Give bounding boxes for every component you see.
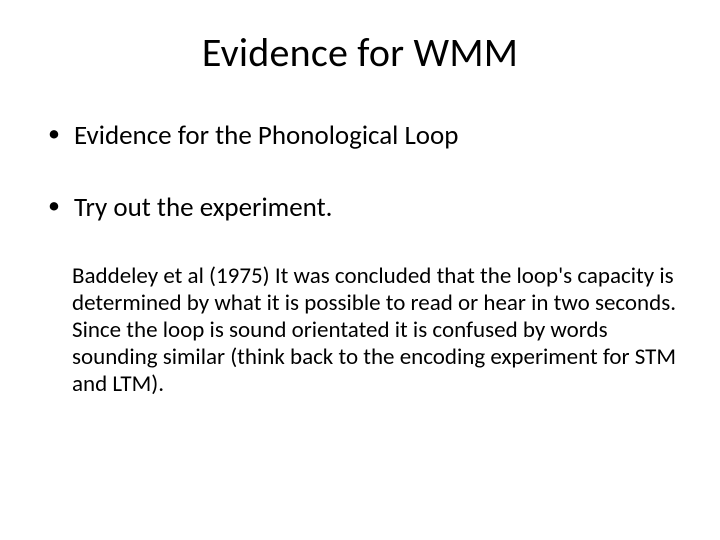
body-text: Baddeley et al (1975) It was concluded t… bbox=[72, 263, 678, 399]
bullet-text: Evidence for the Phonological Loop bbox=[74, 119, 458, 152]
bullet-list: Evidence for the Phonological Loop Try o… bbox=[48, 119, 678, 225]
bullet-item: Try out the experiment. bbox=[48, 191, 678, 225]
bullet-text: Try out the experiment. bbox=[74, 191, 332, 224]
bullet-item: Evidence for the Phonological Loop bbox=[48, 119, 678, 153]
slide: Evidence for WMM Evidence for the Phonol… bbox=[0, 0, 720, 540]
body-paragraph: Since the loop is sound orientated it is… bbox=[72, 317, 678, 398]
body-paragraph: Baddeley et al (1975) It was concluded t… bbox=[72, 263, 678, 317]
slide-title: Evidence for WMM bbox=[42, 28, 678, 77]
